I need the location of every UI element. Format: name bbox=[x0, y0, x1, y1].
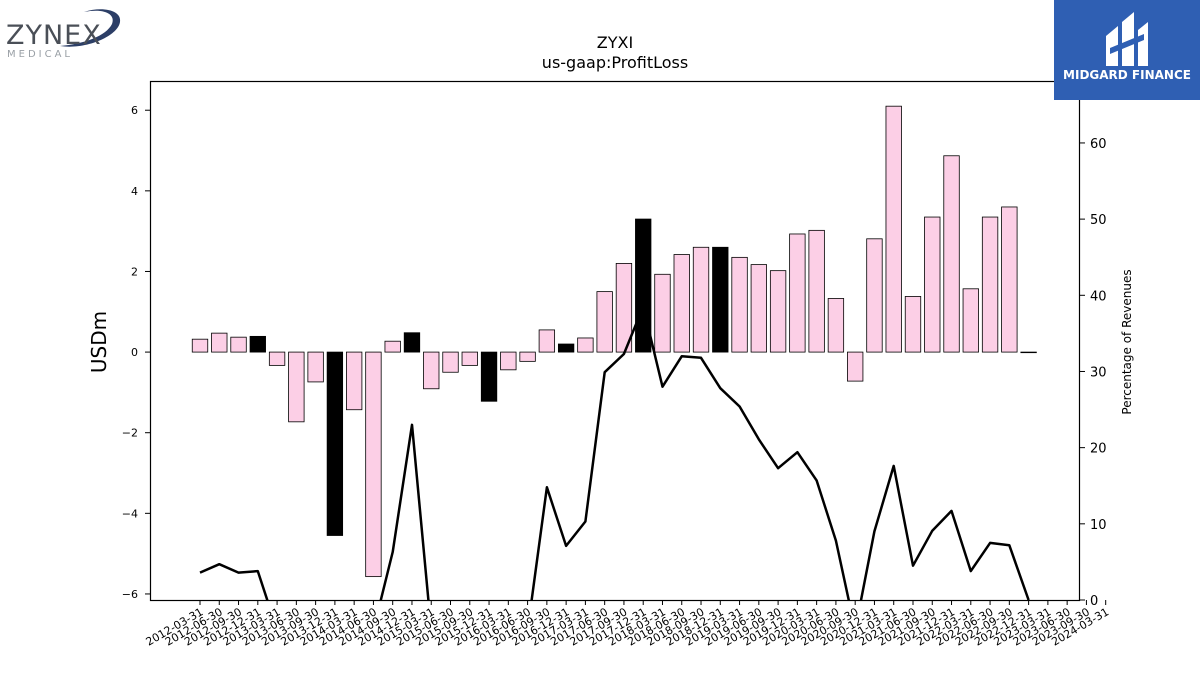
y-tick-label: 6 bbox=[131, 104, 138, 117]
bar-series bbox=[191, 105, 1037, 578]
bar bbox=[307, 351, 324, 383]
chart-subtitle: us-gaap:ProfitLoss bbox=[542, 53, 688, 72]
zynex-logo: ZYNEX MEDICAL bbox=[4, 6, 124, 62]
bar bbox=[827, 298, 845, 353]
y2-tick-label: 50 bbox=[1090, 213, 1107, 228]
chart-title: ZYXI bbox=[597, 33, 633, 52]
y2-tick-label: 30 bbox=[1090, 365, 1107, 380]
bar bbox=[769, 270, 787, 353]
bar bbox=[211, 332, 228, 353]
bar bbox=[384, 340, 401, 353]
bar bbox=[924, 216, 941, 353]
bar bbox=[904, 296, 922, 353]
bar bbox=[1001, 206, 1018, 353]
bar bbox=[461, 351, 478, 366]
axes: −6−4−2024601020304050602012-03-312012-06… bbox=[122, 104, 1111, 648]
y-axis-label: USDm bbox=[87, 311, 111, 373]
bar bbox=[500, 351, 517, 371]
midgard-brand-text: MIDGARD FINANCE bbox=[1063, 68, 1191, 82]
bar bbox=[519, 351, 536, 362]
plot-frame bbox=[149, 80, 1081, 602]
y-tick-label: −2 bbox=[122, 427, 138, 440]
swoosh-icon bbox=[60, 9, 121, 47]
bar bbox=[789, 233, 806, 353]
bar bbox=[577, 337, 594, 353]
zynex-brand-text: ZYNEX bbox=[6, 20, 102, 51]
bar bbox=[403, 332, 421, 353]
bar bbox=[673, 254, 690, 353]
bar bbox=[712, 246, 729, 353]
midgard-finance-logo: MIDGARD FINANCE bbox=[1054, 0, 1200, 100]
y-tick-label: 2 bbox=[131, 265, 138, 278]
y2-tick-label: 0 bbox=[1090, 594, 1098, 609]
percentage-of-revenues-line bbox=[199, 305, 1030, 600]
bar bbox=[654, 273, 671, 353]
bar bbox=[943, 155, 960, 353]
bar bbox=[866, 238, 883, 353]
midgard-mark-icon bbox=[1106, 12, 1148, 66]
bar bbox=[557, 343, 575, 353]
y2-tick-label: 10 bbox=[1090, 518, 1107, 533]
bar bbox=[731, 256, 748, 353]
y-tick-label: 4 bbox=[131, 185, 138, 198]
bar bbox=[962, 288, 979, 353]
bar bbox=[750, 264, 767, 353]
y2-tick-label: 60 bbox=[1090, 137, 1107, 152]
bar bbox=[480, 351, 498, 402]
bar bbox=[423, 351, 440, 390]
bar bbox=[326, 351, 344, 536]
bar bbox=[268, 351, 286, 366]
bar bbox=[538, 329, 556, 353]
y-tick-label: −6 bbox=[122, 588, 138, 601]
y2-tick-label: 40 bbox=[1090, 289, 1107, 304]
bar bbox=[249, 335, 266, 353]
bar bbox=[442, 351, 459, 373]
bar bbox=[596, 291, 613, 353]
bar bbox=[847, 351, 864, 382]
y2-tick-label: 20 bbox=[1090, 442, 1107, 457]
bar bbox=[346, 351, 363, 411]
bar bbox=[230, 336, 247, 353]
y-tick-label: −4 bbox=[122, 507, 138, 520]
bar bbox=[981, 216, 999, 353]
y-tick-label: 0 bbox=[131, 346, 138, 359]
bar bbox=[1020, 351, 1037, 354]
bar bbox=[365, 351, 382, 578]
bar bbox=[692, 246, 710, 353]
y2-axis-label: Percentage of Revenues bbox=[1120, 269, 1134, 414]
bar bbox=[885, 105, 902, 353]
bar bbox=[288, 351, 305, 423]
bar bbox=[808, 229, 825, 353]
zynex-sub-text: MEDICAL bbox=[7, 49, 73, 60]
bar bbox=[191, 338, 209, 353]
